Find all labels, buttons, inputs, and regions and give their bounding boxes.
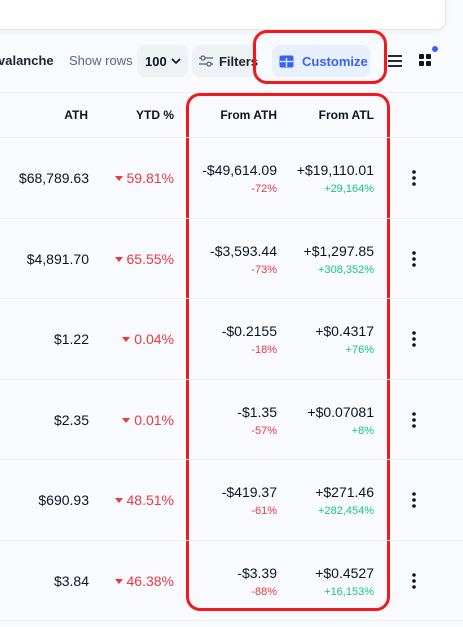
filters-button[interactable]: Filters bbox=[192, 45, 258, 77]
row-divider bbox=[0, 137, 463, 138]
customize-label: Customize bbox=[302, 53, 368, 69]
from-atl-value: +$19,110.01 bbox=[296, 162, 374, 178]
kebab-icon bbox=[412, 331, 416, 347]
network-tab[interactable]: valanche bbox=[0, 53, 54, 68]
kebab-icon bbox=[412, 170, 416, 186]
highlight-box bbox=[253, 30, 387, 84]
grid-view-icon[interactable] bbox=[414, 44, 442, 70]
from-ath-value: -$3,593.44 bbox=[210, 242, 277, 259]
from-ath-value: -$419.37 bbox=[221, 484, 277, 500]
customize-button[interactable]: Customize bbox=[272, 45, 370, 77]
from-atl-percent: +29,164% bbox=[324, 183, 374, 195]
down-arrow bbox=[122, 417, 131, 423]
list-view-icon[interactable] bbox=[384, 50, 406, 72]
divider bbox=[0, 92, 463, 93]
top-card bbox=[0, 0, 446, 30]
from-ath-value: -$1.35 bbox=[237, 403, 277, 420]
down-arrow bbox=[114, 498, 123, 503]
down-arrow bbox=[114, 176, 123, 181]
filters-label: Filters bbox=[218, 53, 258, 69]
kebab-icon bbox=[412, 250, 416, 267]
ath-value: $1.22 bbox=[53, 331, 89, 347]
ytd-change: 65.55% bbox=[114, 250, 174, 268]
from-ath-percent: -18% bbox=[251, 344, 277, 356]
more-menu[interactable] bbox=[408, 410, 420, 430]
column-header[interactable]: From ATH bbox=[220, 108, 277, 122]
from-ath-percent: -61% bbox=[251, 505, 277, 517]
more-menu[interactable] bbox=[408, 249, 420, 269]
down-arrow bbox=[114, 578, 123, 584]
highlight-box bbox=[186, 93, 390, 611]
column-header[interactable]: ATH bbox=[64, 108, 88, 122]
ath-value: $4,891.70 bbox=[26, 250, 89, 267]
column-header[interactable]: From ATL bbox=[318, 108, 374, 122]
ytd-value: 59.81% bbox=[126, 170, 174, 186]
more-menu[interactable] bbox=[408, 490, 420, 510]
from-atl-percent: +308,352% bbox=[318, 263, 374, 276]
row-divider bbox=[0, 378, 463, 380]
show-rows-label: Show rows bbox=[69, 53, 133, 68]
more-menu[interactable] bbox=[408, 329, 420, 349]
chevron bbox=[171, 58, 181, 65]
ath-value: $2.35 bbox=[53, 411, 89, 428]
ytd-value: 0.04% bbox=[134, 331, 174, 347]
from-atl-value: +$0.4527 bbox=[315, 564, 374, 581]
from-atl-value: +$1,297.85 bbox=[303, 242, 374, 259]
row-divider bbox=[0, 539, 463, 541]
ytd-value: 46.38% bbox=[126, 572, 174, 589]
rows-value: 100 bbox=[145, 53, 167, 69]
from-ath-value: -$49,614.09 bbox=[202, 162, 277, 178]
row-divider bbox=[0, 459, 463, 460]
from-atl-percent: +76% bbox=[345, 344, 374, 356]
from-ath-percent: -72% bbox=[251, 183, 277, 195]
more-menu[interactable] bbox=[408, 168, 420, 188]
row-divider bbox=[0, 620, 463, 621]
kebab-icon bbox=[412, 492, 416, 508]
from-atl-percent: +16,153% bbox=[324, 585, 374, 598]
from-atl-percent: +8% bbox=[351, 424, 374, 437]
row-divider bbox=[0, 217, 463, 219]
ytd-change: 0.01% bbox=[122, 411, 174, 429]
from-atl-value: +$271.46 bbox=[315, 484, 374, 500]
ath-value: $68,789.63 bbox=[18, 170, 89, 186]
ytd-value: 0.01% bbox=[134, 411, 174, 428]
kebab-icon bbox=[412, 572, 416, 589]
filter-icon bbox=[199, 55, 213, 67]
from-ath-percent: -73% bbox=[251, 263, 277, 276]
from-ath-percent: -57% bbox=[251, 424, 277, 437]
customize-icon bbox=[279, 55, 294, 67]
rows-dropdown[interactable]: 100 bbox=[137, 45, 188, 77]
ath-value: $690.93 bbox=[38, 492, 89, 508]
from-atl-value: +$0.07081 bbox=[307, 403, 374, 420]
more-menu[interactable] bbox=[408, 571, 420, 591]
from-atl-percent: +282,454% bbox=[318, 505, 374, 517]
ytd-change: 48.51% bbox=[114, 491, 174, 509]
down-arrow bbox=[114, 256, 123, 262]
ytd-value: 65.55% bbox=[126, 250, 174, 267]
from-atl-value: +$0.4317 bbox=[315, 323, 374, 339]
ytd-change: 0.04% bbox=[122, 330, 174, 348]
column-header[interactable]: YTD % bbox=[135, 108, 174, 122]
from-ath-percent: -88% bbox=[251, 585, 277, 598]
down-arrow bbox=[122, 337, 131, 342]
ytd-change: 46.38% bbox=[114, 572, 174, 590]
row-divider bbox=[0, 298, 463, 299]
from-ath-value: -$3.39 bbox=[237, 564, 277, 581]
from-ath-value: -$0.2155 bbox=[221, 323, 277, 339]
ath-value: $3.84 bbox=[53, 572, 89, 589]
kebab-icon bbox=[412, 411, 416, 428]
ytd-value: 48.51% bbox=[126, 492, 174, 508]
ytd-change: 59.81% bbox=[114, 169, 174, 187]
